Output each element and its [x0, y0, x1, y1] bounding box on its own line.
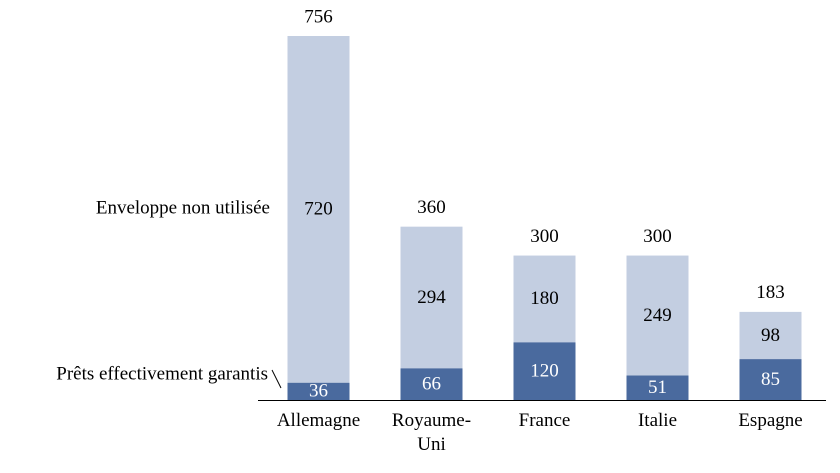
total-label: 360 [417, 197, 446, 218]
value-label: 180 [530, 288, 559, 309]
bar-segment [400, 368, 463, 400]
value-label: 249 [643, 305, 672, 326]
x-tick-label: Allemagne [277, 410, 360, 431]
value-label: 66 [422, 373, 441, 394]
total-label: 300 [643, 226, 672, 247]
x-tick-label: Espagne [738, 410, 802, 431]
bar-segment [513, 255, 576, 343]
legend-label: Enveloppe non utilisée [96, 198, 270, 219]
total-label: 183 [756, 282, 785, 303]
bar-segment [626, 255, 689, 376]
bar-segment [513, 342, 576, 400]
bar-segment [626, 375, 689, 400]
bar-segment [739, 311, 802, 360]
bar-segment [400, 226, 463, 369]
leader-line [271, 369, 282, 389]
legend-label: Prêts effectivement garantis [56, 363, 268, 384]
value-label: 51 [648, 377, 667, 398]
value-label: 85 [761, 369, 780, 390]
value-label: 36 [309, 381, 328, 402]
bar-segment [287, 382, 350, 400]
x-tick-label: France [519, 410, 571, 431]
value-label: 120 [530, 360, 559, 381]
value-label: 720 [304, 199, 333, 220]
bar-segment [287, 36, 350, 383]
x-tick-label: Italie [638, 410, 677, 431]
x-tick-label: Royaume-Uni [392, 410, 471, 455]
value-label: 98 [761, 325, 780, 346]
value-label: 294 [417, 287, 446, 308]
bar-segment [739, 359, 802, 400]
total-label: 300 [530, 226, 559, 247]
total-label: 756 [304, 6, 333, 27]
